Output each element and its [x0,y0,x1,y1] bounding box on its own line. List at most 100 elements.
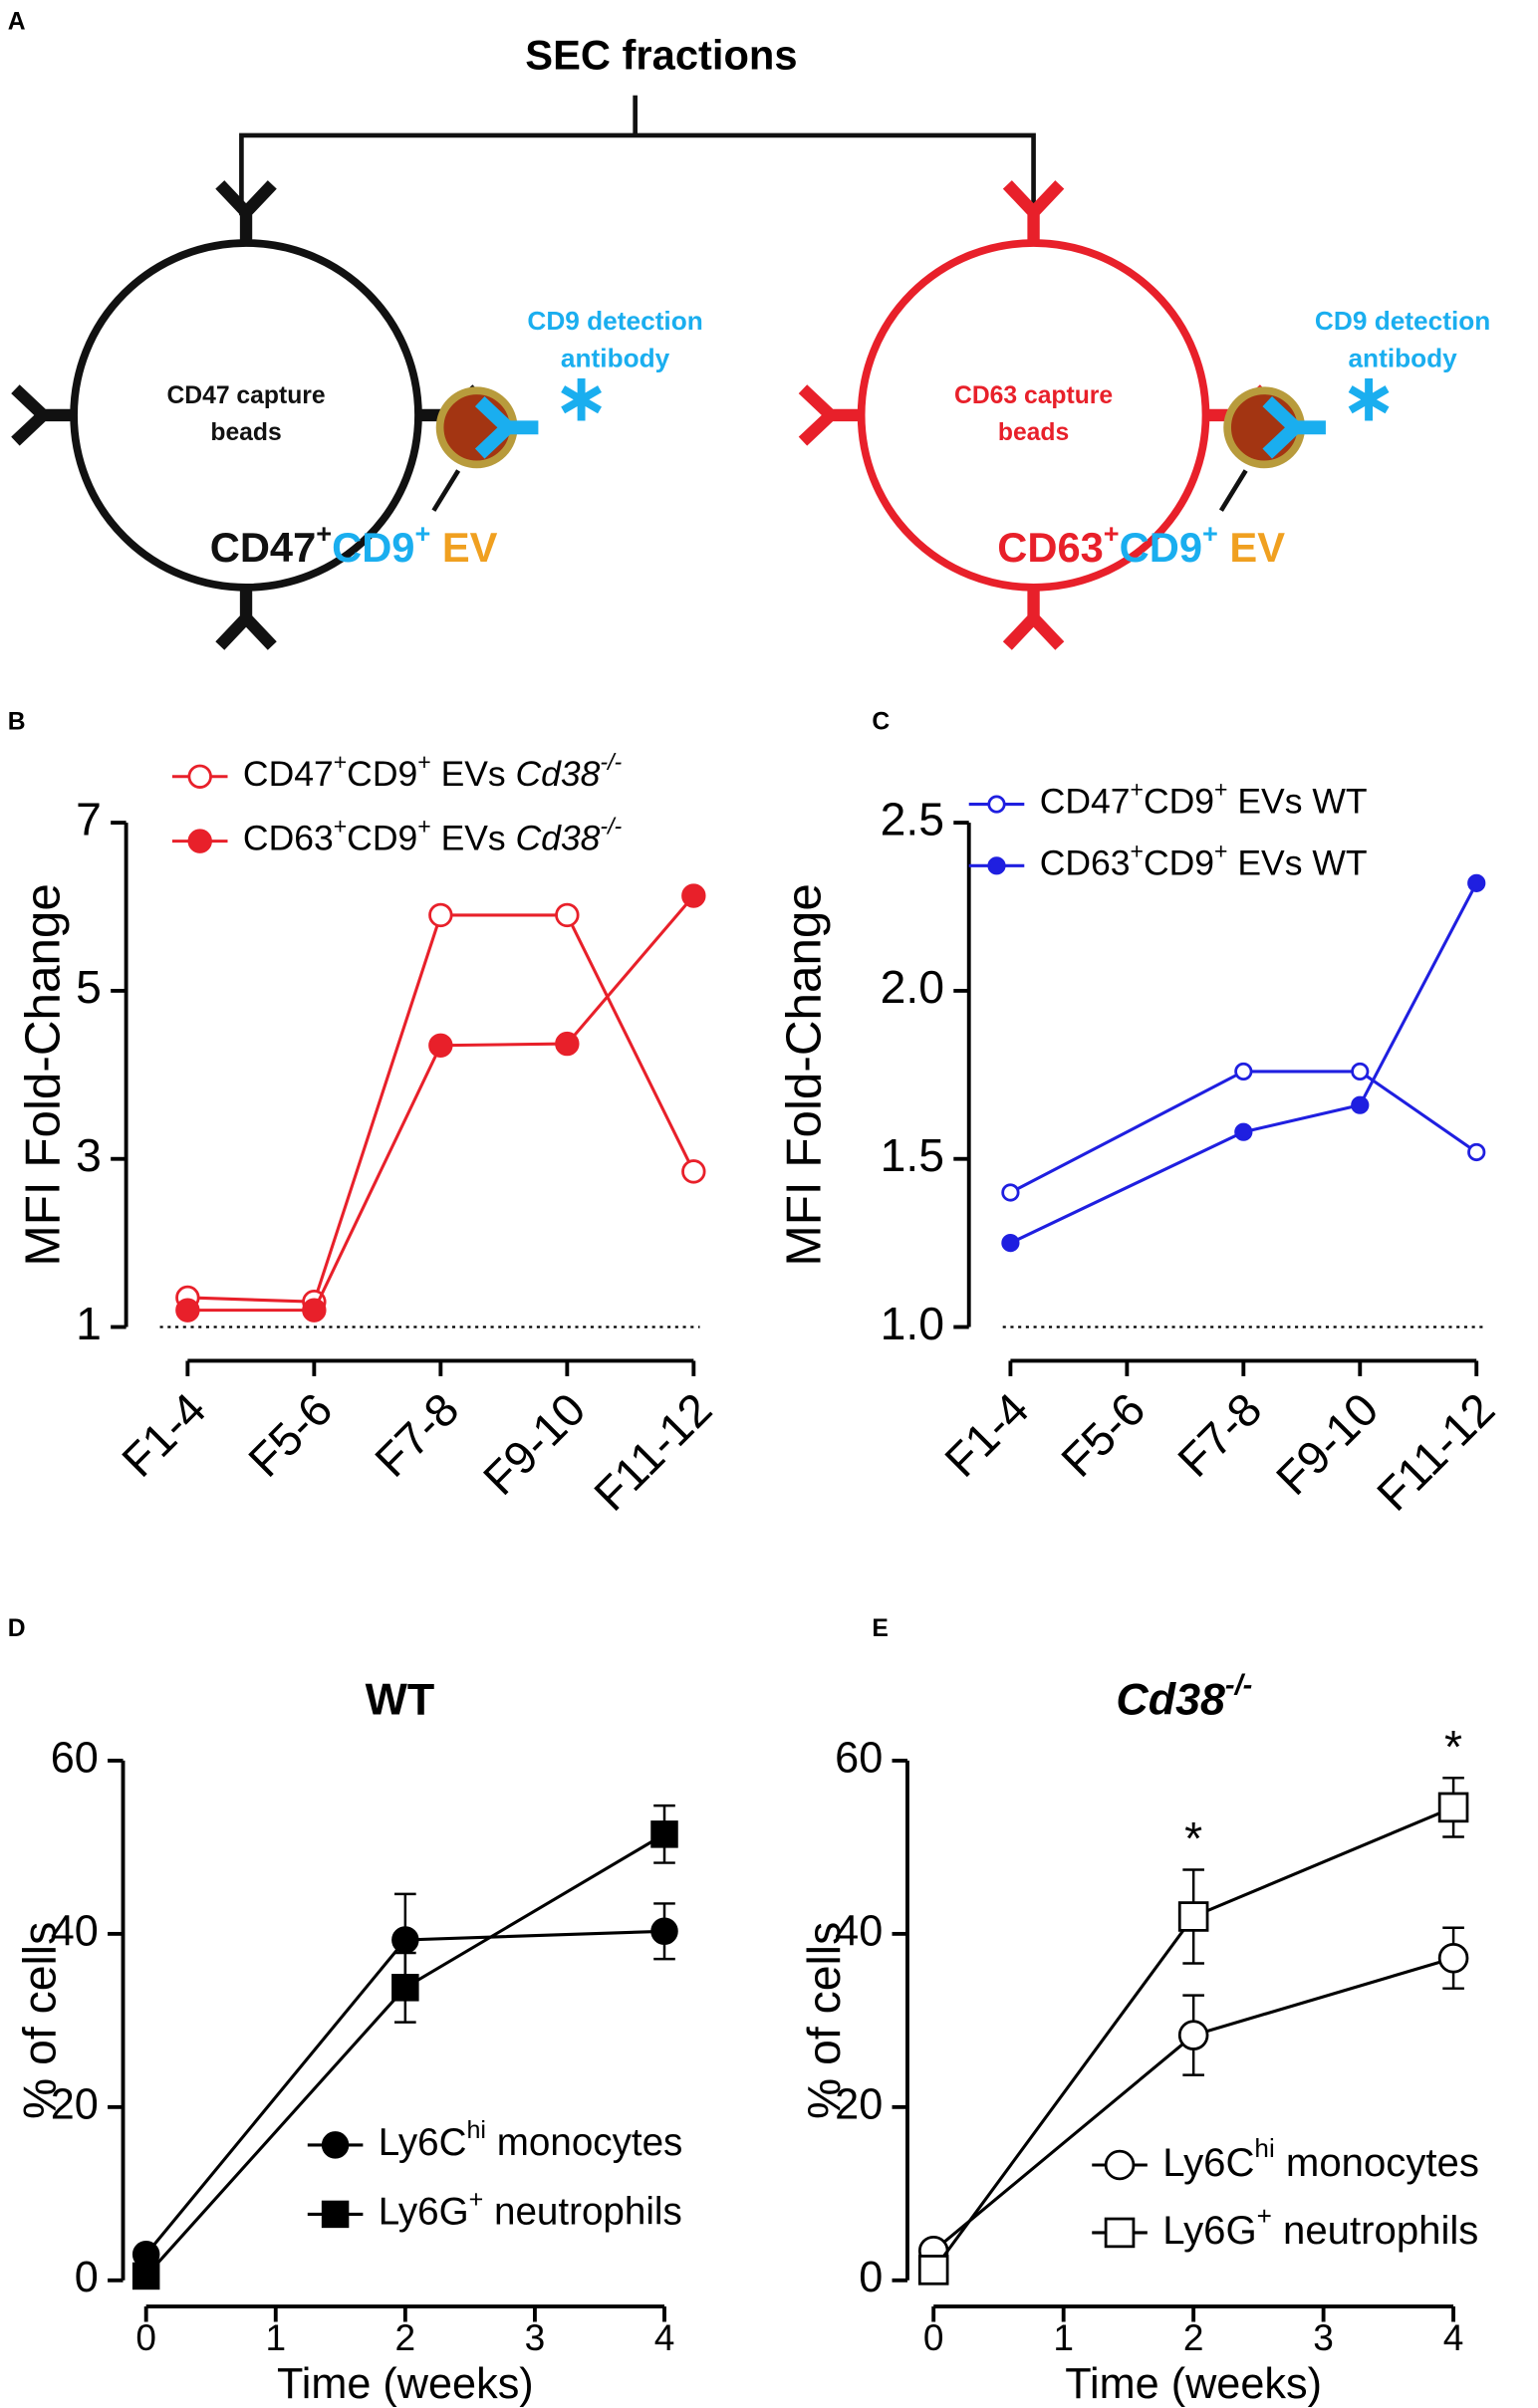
legend-label-part: Cd38 [516,819,601,858]
panel-letter: A [8,9,26,36]
detection-label: CD9 detection [527,306,702,336]
bead-label: beads [998,419,1069,446]
legend-label-part: + [1214,777,1227,803]
antibody [215,180,277,243]
marker [1351,1062,1370,1082]
series-line [1009,882,1478,1245]
marker [1467,873,1486,892]
marker [302,1298,327,1323]
x-tick-label: 3 [525,2316,546,2358]
y-tick-label: 2.5 [881,793,944,844]
marker [1234,1122,1253,1141]
y-tick-label: 2.0 [881,961,944,1013]
marker [428,1033,453,1058]
chart-title: Cd38-/- [1116,1669,1252,1724]
y-tick-label: 40 [51,1907,99,1955]
marker [1001,1234,1020,1253]
pointer [1218,469,1248,512]
legend-label: Ly6G+ neutrophils [379,2185,682,2234]
legend-label-part: EVs [431,819,516,858]
ev-label: CD47+CD9+ EV [210,517,498,570]
marker [1234,1062,1253,1082]
detection-star: ∗ [553,361,610,436]
legend-label-part: + [1131,838,1144,863]
legend-label-part: Ly6C [1162,2140,1254,2185]
marker [650,1917,678,1946]
legend-label-part: + [469,2185,484,2213]
panel-letter: C [872,708,890,735]
x-tick-label: 0 [923,2316,944,2358]
legend-label-part: CD9 [347,819,417,858]
bracket [239,95,1036,216]
ev-label: CD63+CD9+ EV [997,517,1285,570]
y-tick-label: 1 [76,1298,102,1349]
legend-label-part: CD9 [1144,843,1214,883]
x-tick-label: 3 [1313,2316,1334,2358]
legend-label-part: + [1257,2201,1272,2231]
legend-label-part: + [1214,838,1227,863]
ev-label-part: + [1104,517,1120,548]
chart-title-part: Cd38 [1116,1674,1225,1724]
legend-label-part: CD47 [243,754,334,794]
legend-label-part: neutrophils [1272,2208,1478,2253]
y-axis-label: MFI Fold-Change [777,883,832,1266]
ev-label-part: CD9 [332,524,414,571]
legend-label-part: CD9 [1144,782,1214,822]
series-line [1009,1070,1478,1194]
legend-label: CD63+CD9+ EVs Cd38-/- [243,814,623,858]
legend-label-part: + [417,749,430,775]
marker [1001,1183,1020,1202]
y-tick-label: 3 [76,1129,102,1181]
antibody [1002,180,1065,243]
marker [555,902,580,928]
chart-title-part: -/- [1225,1669,1252,1701]
chart-title-part: WT [366,1674,435,1724]
legend-label-part: EVs [431,754,516,794]
legend-label-part: + [334,814,347,840]
legend-label-part: EVs WT [1228,782,1368,822]
marker [175,1298,200,1323]
bead-label: beads [210,419,281,446]
antibody [215,587,277,650]
legend-label-part: CD47 [1040,782,1131,822]
marker [650,1820,678,1848]
marker [187,764,212,789]
y-tick-label: 1.5 [881,1129,944,1181]
marker [321,2200,350,2229]
bead-label: CD63 capture [954,382,1113,409]
y-tick-label: 60 [835,1734,883,1782]
antibody [474,395,539,459]
series-line [187,894,695,1313]
diagram-title: SEC fractions [525,32,797,79]
annotation: * [1444,1721,1462,1773]
x-tick-label: 4 [654,2316,675,2358]
y-tick-label: 0 [859,2254,883,2301]
ev-label-part: CD47 [210,524,317,571]
marker [321,2131,350,2159]
y-axis-label: MFI Fold-Change [15,883,70,1266]
series-line [187,913,695,1304]
legend-label-part: + [1131,777,1144,803]
x-axis-label: Time (weeks) [1065,2360,1322,2408]
y-axis-label: % of cells [13,1922,65,2119]
y-tick-label: 20 [835,2080,883,2128]
legend-label-part: monocytes [1275,2140,1479,2185]
marker [187,829,212,853]
ev-label-part: CD63 [997,524,1104,571]
y-axis-label: % of cells [798,1922,850,2119]
pointer [431,469,461,512]
x-axis-label: Time (weeks) [277,2360,534,2408]
legend-label-part: Ly6C [379,2121,467,2164]
legend-label: CD63+CD9+ EVs WT [1040,838,1368,882]
x-tick-label: F7-8 [365,1383,468,1487]
x-tick-label: F5-6 [1051,1383,1154,1487]
legend-label-part: -/- [600,814,622,840]
legend-label-part: CD63 [1040,843,1131,883]
legend-label-part: + [334,749,347,775]
bead-label: CD47 capture [166,382,325,409]
detection-label: CD9 detection [1315,306,1490,336]
legend-label-part: EVs WT [1228,843,1368,883]
detection-label: antibody [561,343,670,372]
legend-label-part: neutrophils [483,2191,682,2234]
